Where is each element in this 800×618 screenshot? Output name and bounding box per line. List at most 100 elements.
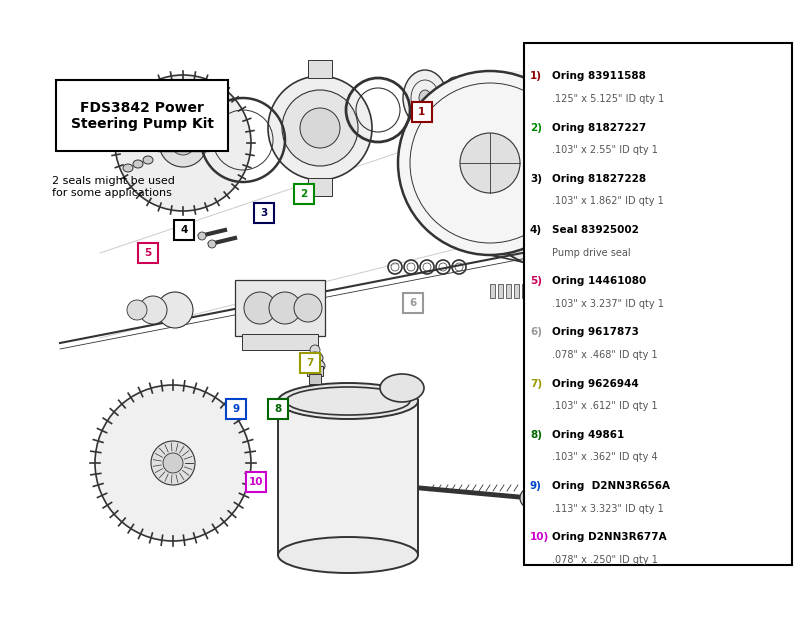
Circle shape [198, 232, 206, 240]
FancyBboxPatch shape [294, 184, 314, 204]
Circle shape [244, 292, 276, 324]
Bar [562, 284, 567, 298]
Circle shape [159, 119, 207, 167]
Text: Oring D2NN3R677A: Oring D2NN3R677A [552, 532, 666, 542]
Bar [235, 280, 325, 336]
Bar [278, 400, 418, 555]
Circle shape [398, 71, 582, 255]
Bar [308, 178, 332, 196]
Bar [530, 284, 535, 298]
Text: 10): 10) [530, 532, 550, 542]
Text: 6: 6 [409, 298, 417, 308]
Bar [590, 282, 618, 302]
Text: 7): 7) [530, 379, 542, 389]
FancyBboxPatch shape [138, 243, 158, 263]
Text: 4): 4) [530, 225, 542, 235]
Text: 4: 4 [180, 225, 188, 235]
Text: Oring  D2NN3R656A: Oring D2NN3R656A [552, 481, 670, 491]
Bar [570, 284, 575, 298]
Text: Oring 83911588: Oring 83911588 [552, 72, 646, 82]
Text: 9): 9) [530, 481, 542, 491]
Circle shape [460, 133, 520, 193]
Ellipse shape [307, 352, 323, 364]
Text: 8: 8 [274, 404, 282, 414]
Circle shape [520, 488, 540, 508]
Circle shape [268, 76, 372, 180]
Ellipse shape [143, 156, 153, 164]
Text: 2: 2 [300, 189, 308, 199]
Bar [309, 374, 321, 384]
Text: Oring 9617873: Oring 9617873 [552, 328, 639, 337]
Circle shape [208, 240, 216, 248]
Text: 1: 1 [418, 108, 426, 117]
Text: 8): 8) [530, 430, 542, 440]
Text: .113" x 3.323" ID qty 1: .113" x 3.323" ID qty 1 [552, 504, 664, 514]
Text: .103" x 1.862" ID qty 1: .103" x 1.862" ID qty 1 [552, 197, 664, 206]
Text: Oring 49861: Oring 49861 [552, 430, 624, 440]
Ellipse shape [445, 77, 465, 103]
Circle shape [151, 441, 195, 485]
Bar [242, 334, 318, 350]
Circle shape [468, 86, 652, 270]
Bar [522, 284, 527, 298]
Bar [586, 284, 591, 298]
Circle shape [540, 158, 580, 198]
Circle shape [552, 170, 568, 186]
Circle shape [171, 131, 195, 155]
Ellipse shape [419, 90, 431, 106]
Bar [554, 284, 559, 298]
Text: 2 seals might be used
for some applications: 2 seals might be used for some applicati… [52, 176, 175, 198]
Ellipse shape [278, 383, 418, 419]
FancyBboxPatch shape [174, 220, 194, 240]
Ellipse shape [278, 537, 418, 573]
Bar [490, 71, 560, 255]
Ellipse shape [403, 70, 447, 126]
Text: 6): 6) [530, 328, 542, 337]
Bar [538, 284, 543, 298]
Text: Oring 81827227: Oring 81827227 [552, 122, 646, 133]
Circle shape [115, 75, 251, 211]
Bar [546, 284, 551, 298]
Circle shape [163, 453, 183, 473]
Text: 5): 5) [530, 276, 542, 286]
Text: 3): 3) [530, 174, 542, 184]
Bar [498, 284, 503, 298]
Text: .078" x .468" ID qty 1: .078" x .468" ID qty 1 [552, 350, 658, 360]
Circle shape [157, 292, 193, 328]
Circle shape [300, 108, 340, 148]
Text: FDS3842 Power
Steering Pump Kit: FDS3842 Power Steering Pump Kit [70, 101, 214, 131]
Bar [308, 60, 332, 78]
Text: Oring 81827228: Oring 81827228 [552, 174, 646, 184]
Circle shape [294, 294, 322, 322]
Text: Pump drive seal: Pump drive seal [552, 248, 630, 258]
Text: Oring 9626944: Oring 9626944 [552, 379, 638, 389]
Circle shape [282, 90, 358, 166]
FancyBboxPatch shape [412, 103, 432, 122]
FancyBboxPatch shape [254, 203, 274, 223]
FancyBboxPatch shape [246, 472, 266, 492]
Ellipse shape [515, 211, 535, 225]
Circle shape [127, 300, 147, 320]
Bar [490, 284, 495, 298]
Circle shape [123, 83, 243, 203]
Bar [524, 43, 792, 565]
Text: Oring 14461080: Oring 14461080 [552, 276, 646, 286]
Text: .125" x 5.125" ID qty 1: .125" x 5.125" ID qty 1 [552, 94, 664, 104]
FancyBboxPatch shape [403, 293, 423, 313]
FancyBboxPatch shape [267, 399, 288, 419]
Text: .103" x .362" ID qty 4: .103" x .362" ID qty 4 [552, 452, 658, 462]
Text: .103" x .612" ID qty 1: .103" x .612" ID qty 1 [552, 401, 658, 411]
Text: .103" x 3.237" ID qty 1: .103" x 3.237" ID qty 1 [552, 298, 664, 309]
Bar [307, 366, 323, 376]
Ellipse shape [380, 374, 424, 402]
Text: 1): 1) [530, 72, 542, 82]
Bar [594, 284, 599, 298]
Bar [578, 284, 583, 298]
Text: .078" x .250" ID qty 1: .078" x .250" ID qty 1 [552, 555, 658, 565]
Ellipse shape [305, 359, 325, 373]
FancyBboxPatch shape [226, 399, 246, 419]
Circle shape [139, 296, 167, 324]
Circle shape [310, 345, 320, 355]
Text: .103" x 2.55" ID qty 1: .103" x 2.55" ID qty 1 [552, 145, 658, 155]
Text: 9: 9 [233, 404, 239, 414]
